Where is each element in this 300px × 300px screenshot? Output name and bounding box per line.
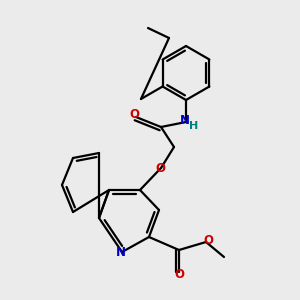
Text: O: O — [203, 235, 213, 248]
Text: N: N — [180, 115, 190, 128]
Text: O: O — [174, 268, 184, 281]
Text: O: O — [129, 109, 139, 122]
Text: N: N — [116, 245, 126, 259]
Text: H: H — [189, 121, 199, 131]
Text: O: O — [155, 161, 165, 175]
